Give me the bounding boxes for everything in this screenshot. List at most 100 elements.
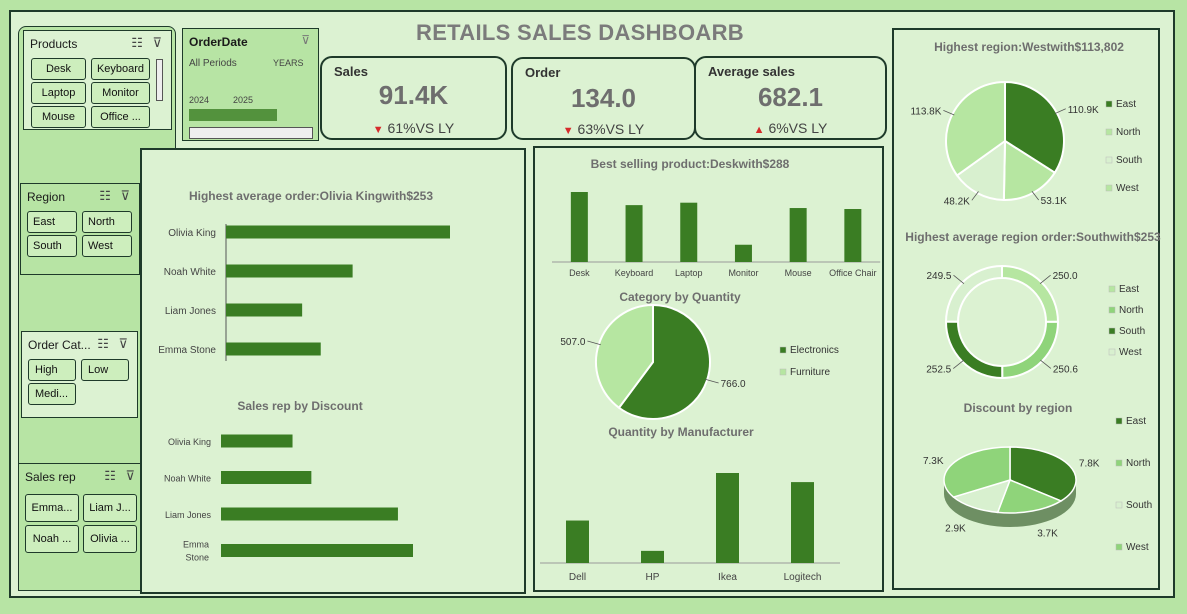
data-label: 252.5: [926, 365, 951, 376]
kpi-avg-change: 6%VS LY: [768, 120, 828, 136]
dashboard-title: RETAILS SALES DASHBOARB: [416, 20, 744, 45]
legend-swatch: [779, 346, 787, 354]
clear-filter-icon[interactable]: ⊽: [301, 33, 310, 47]
bar: [789, 208, 807, 262]
leader-line: [953, 274, 965, 284]
products-slicer: Products ☷ ⊽ Desk Keyboard Laptop Monito…: [23, 30, 172, 130]
category-label: Keyboard: [615, 268, 654, 278]
kpi-order-change: 63%VS LY: [577, 121, 645, 137]
kpi-order-label: Order: [525, 65, 561, 80]
ordercat-slicer-title: Order Cat...: [28, 338, 91, 352]
data-label: 53.1K: [1041, 196, 1067, 207]
legend-label: South: [1119, 326, 1145, 337]
chart-title: Highest average region order:Southwith$2…: [905, 230, 1161, 244]
kpi-sales-change: 61%VS LY: [387, 120, 455, 136]
legend-swatch: [1105, 184, 1113, 192]
slicer-item-west[interactable]: West: [82, 235, 132, 257]
leader-line: [705, 378, 719, 384]
slicer-item-noah[interactable]: Noah ...: [25, 525, 79, 553]
slicer-item-laptop[interactable]: Laptop: [31, 82, 86, 104]
timeline-bar[interactable]: [189, 109, 277, 121]
slicer-item-monitor[interactable]: Monitor: [91, 82, 150, 104]
bar: [844, 209, 862, 262]
bar: [625, 205, 643, 262]
slicer-item-keyboard[interactable]: Keyboard: [91, 58, 150, 80]
slicer-item-desk[interactable]: Desk: [31, 58, 86, 80]
legend-label: West: [1116, 183, 1139, 194]
chart-title: Quantity by Manufacturer: [608, 425, 754, 439]
legend-label: East: [1116, 99, 1136, 110]
bar: [221, 507, 398, 521]
slice: [1009, 446, 1077, 502]
kpi-order-card: Order 134.0 ▼ 63%VS LY: [511, 57, 696, 140]
legend-label: South: [1126, 500, 1152, 511]
legend-label: West: [1126, 542, 1149, 553]
chart-title: Category by Quantity: [619, 290, 741, 304]
slice: [1001, 320, 1060, 380]
leader-line: [943, 110, 955, 116]
slicer-item-olivia[interactable]: Olivia ...: [83, 525, 137, 553]
slicer-item-high[interactable]: High: [28, 359, 76, 381]
slicer-item-liam[interactable]: Liam J...: [83, 494, 137, 522]
category-label: Desk: [569, 268, 590, 278]
slicer-item-office[interactable]: Office ...: [91, 106, 150, 128]
slicer-item-medium[interactable]: Medi...: [28, 383, 76, 405]
data-label: 7.8K: [1079, 458, 1100, 469]
category-label: Olivia King: [168, 228, 216, 239]
legend-swatch: [1105, 156, 1113, 164]
multiselect-filter-icon[interactable]: ☷ ⊽: [99, 188, 133, 203]
orderdate-unit[interactable]: YEARS: [273, 58, 304, 68]
category-label: Emma Stone: [158, 345, 216, 356]
slicer-scrollbar[interactable]: [156, 59, 163, 101]
slicer-item-mouse[interactable]: Mouse: [31, 106, 86, 128]
timeline-scroll[interactable]: [189, 127, 313, 139]
bar: [221, 434, 293, 448]
bar: [680, 202, 698, 262]
chart-title: Discount by region: [964, 401, 1073, 415]
year-2025[interactable]: 2025: [233, 95, 254, 105]
slicer-item-emma[interactable]: Emma...: [25, 494, 79, 522]
bar: [570, 192, 588, 262]
slicer-item-east[interactable]: East: [27, 211, 77, 233]
data-label: 766.0: [721, 379, 746, 390]
legend-label: South: [1116, 155, 1142, 166]
category-label: Ikea: [718, 572, 737, 583]
bar: [734, 244, 752, 262]
bar: [226, 225, 450, 239]
legend-label: East: [1126, 416, 1146, 427]
data-label: 249.5: [926, 271, 951, 282]
slicer-item-south[interactable]: South: [27, 235, 77, 257]
legend-swatch: [1108, 306, 1116, 314]
legend-swatch: [1115, 501, 1123, 509]
orderdate-slicer: OrderDate ⊽ All Periods YEARS 2024 2025: [182, 28, 319, 141]
legend-label: Electronics: [790, 345, 839, 356]
legend-label: East: [1119, 284, 1139, 295]
pie-side: [944, 480, 1076, 527]
kpi-sales-label: Sales: [334, 64, 368, 79]
leader-line: [1040, 359, 1052, 369]
multiselect-filter-icon[interactable]: ☷ ⊽: [104, 468, 138, 483]
multiselect-filter-icon[interactable]: ☷ ⊽: [97, 336, 131, 351]
legend-label: North: [1116, 127, 1140, 138]
legend-swatch: [1115, 417, 1123, 425]
region-slicer: Region ☷ ⊽ East North South West: [20, 183, 140, 275]
year-2024[interactable]: 2024: [189, 95, 210, 105]
salesrep-slicer-title: Sales rep: [25, 470, 76, 484]
data-label: 250.6: [1053, 364, 1078, 375]
data-label: 110.9K: [1068, 105, 1099, 116]
slicer-item-north[interactable]: North: [82, 211, 132, 233]
products-slicer-title: Products: [30, 37, 78, 51]
salesrep-slicer: Sales rep ☷ ⊽ Emma... Liam J... Noah ...…: [18, 463, 145, 591]
kpi-avg-card: Average sales 682.1 ▲ 6%VS LY: [694, 56, 887, 140]
slicer-item-low[interactable]: Low: [81, 359, 129, 381]
bar: [221, 544, 413, 557]
kpi-avg-value: 682.1: [757, 82, 824, 112]
leader-line: [971, 191, 979, 201]
multiselect-filter-icon[interactable]: ☷ ⊽: [131, 35, 165, 50]
category-label: Liam Jones: [165, 306, 216, 317]
legend-swatch: [1108, 348, 1116, 356]
bar: [641, 550, 664, 563]
slice: [945, 320, 1004, 379]
data-label: 3.7K: [1037, 529, 1058, 540]
